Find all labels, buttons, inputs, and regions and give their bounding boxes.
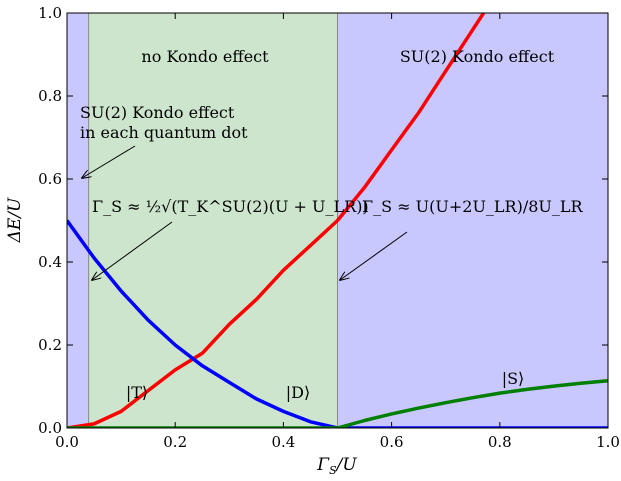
each-dot-label-line1: SU(2) Kondo effect bbox=[80, 103, 235, 122]
formula-right: Γ_S ≈ U(U+2U_LR)/8U_LR bbox=[362, 197, 584, 216]
y-tick-label: 0.2 bbox=[38, 336, 62, 354]
formula-left: Γ_S ≈ ½√(T_K^SU(2)(U + U_LR)) bbox=[92, 197, 369, 216]
y-axis-label: ΔE/U bbox=[5, 197, 25, 243]
plot-frame bbox=[66, 12, 609, 429]
x-axis-label: ΓS/U bbox=[316, 455, 357, 477]
arrow-each-dot bbox=[82, 145, 136, 178]
series-line-2 bbox=[67, 378, 608, 428]
arrow-right-boundary bbox=[340, 231, 408, 280]
axis-ticks: 0.0 0.2 0.4 0.6 0.8 1.0 0.0 0.2 0.4 0.6 0.8 1.0 bbox=[38, 4, 620, 451]
arrow-left-boundary bbox=[92, 221, 173, 280]
series-layer bbox=[67, 13, 608, 428]
y-tick-label: 0.4 bbox=[38, 253, 62, 271]
x-tick-label: 0.0 bbox=[55, 433, 79, 451]
state-label-t: |T⟩ bbox=[126, 383, 148, 402]
state-label-s: |S⟩ bbox=[502, 369, 525, 388]
x-tick-label: 0.4 bbox=[271, 433, 295, 451]
each-dot-label-line2: in each quantum dot bbox=[80, 123, 248, 142]
y-tick-label: 0.0 bbox=[38, 419, 62, 437]
y-tick-label: 0.8 bbox=[38, 87, 62, 105]
y-tick-label: 0.6 bbox=[38, 170, 62, 188]
x-tick-label: 0.6 bbox=[380, 433, 404, 451]
series-line-1 bbox=[67, 219, 608, 428]
x-tick-label: 0.2 bbox=[163, 433, 187, 451]
region-2 bbox=[337, 13, 608, 428]
no-kondo-label: no Kondo effect bbox=[141, 47, 269, 66]
x-tick-label: 1.0 bbox=[596, 433, 620, 451]
su2-kondo-label: SU(2) Kondo effect bbox=[400, 47, 555, 66]
background-regions bbox=[67, 13, 608, 428]
region-0 bbox=[67, 13, 89, 428]
series-line-0 bbox=[67, 13, 486, 428]
region-1 bbox=[88, 13, 338, 428]
y-tick-label: 1.0 bbox=[38, 4, 62, 22]
x-tick-label: 0.8 bbox=[488, 433, 512, 451]
state-label-d: |D⟩ bbox=[286, 383, 310, 402]
